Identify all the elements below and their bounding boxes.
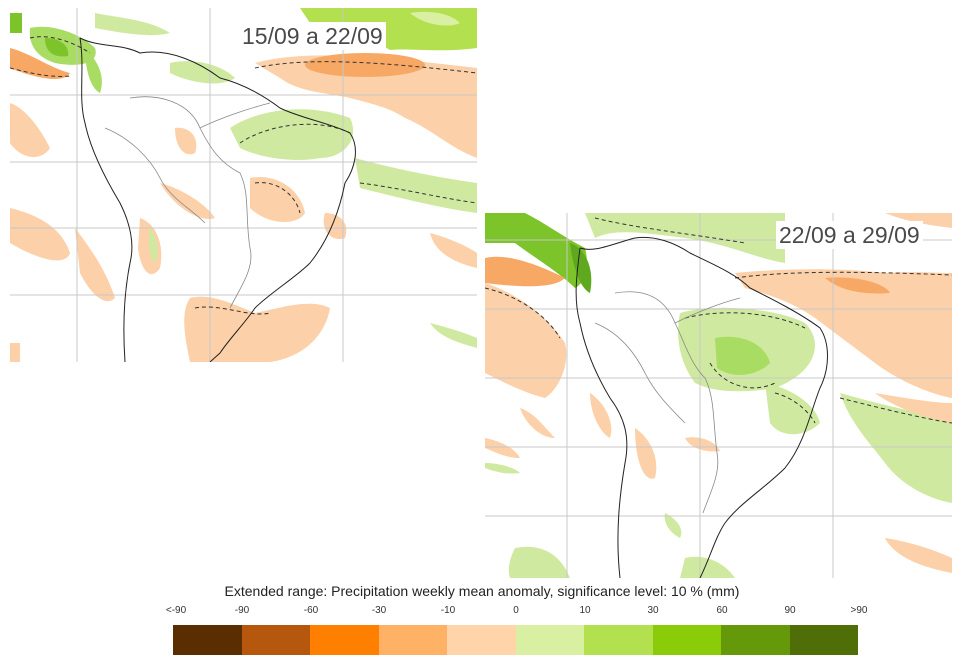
legend-swatch (721, 625, 790, 655)
legend-swatch (515, 625, 584, 655)
legend-title: Extended range: Precipitation weekly mea… (224, 583, 740, 599)
legend-swatch (652, 625, 721, 655)
coastlines (79, 37, 356, 362)
anomaly-fills (485, 213, 952, 578)
legend-label: -30 (371, 605, 387, 616)
graticule (485, 213, 952, 578)
graticule (10, 8, 477, 362)
legend-label: -90 (234, 605, 250, 616)
map-title-week1: 15/09 a 22/09 (239, 22, 386, 50)
precip-anomaly-map-week1: 15/09 a 22/09 (10, 8, 477, 362)
significance-contours (485, 217, 952, 424)
legend-label: -10 (440, 605, 456, 616)
legend-colorbar (173, 625, 858, 655)
legend-swatch (241, 625, 310, 655)
legend-swatch (310, 625, 379, 655)
legend-label: 10 (579, 605, 591, 616)
legend-label: <-90 (165, 605, 187, 616)
anomaly-fills (10, 8, 477, 362)
legend-label: 30 (647, 605, 659, 616)
coastlines (575, 236, 828, 578)
legend-label: 60 (716, 605, 728, 616)
legend-label: -60 (303, 605, 319, 616)
legend-swatch (789, 625, 858, 655)
legend-swatch (173, 625, 242, 655)
legend-swatch (584, 625, 653, 655)
legend-swatch (378, 625, 447, 655)
significance-contours (10, 36, 477, 315)
precip-anomaly-map-week2: 22/09 a 29/09 (485, 213, 952, 578)
legend-label: 90 (784, 605, 796, 616)
map-canvas-week1 (10, 8, 477, 362)
legend-label: >90 (850, 605, 868, 616)
map-title-week2: 22/09 a 29/09 (776, 221, 923, 249)
legend-label: 0 (513, 605, 519, 616)
legend-swatch (447, 625, 516, 655)
legend-tick-labels: <-90 -90 -60 -30 -10 0 10 30 60 90 >90 (160, 605, 872, 619)
map-canvas-week2 (485, 213, 952, 578)
